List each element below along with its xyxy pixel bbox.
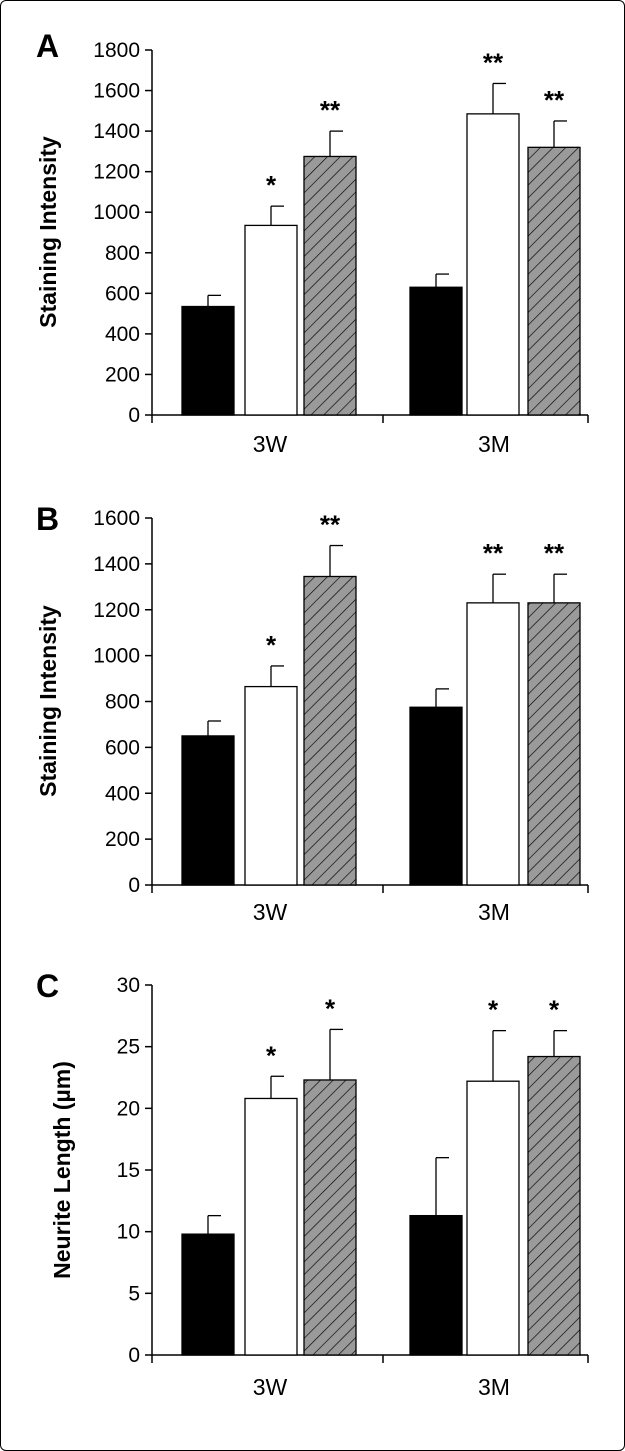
bar — [181, 735, 235, 886]
significance-marker: * — [325, 993, 336, 1023]
bar — [244, 224, 298, 416]
y-tick-label: 1600 — [93, 507, 140, 530]
y-tick-label: 1600 — [93, 80, 140, 103]
x-category-label: 3M — [478, 899, 510, 925]
y-tick-label: 1800 — [93, 39, 140, 62]
x-category-label: 3M — [478, 1374, 510, 1400]
y-axis-label: Staining Intensity — [35, 605, 61, 797]
y-tick-label: 400 — [105, 323, 140, 346]
y-tick-label: 200 — [105, 363, 140, 386]
bar — [244, 1097, 298, 1356]
y-tick-label: 5 — [128, 1282, 140, 1305]
y-tick-label: 1200 — [93, 161, 140, 184]
bar — [303, 575, 357, 886]
significance-marker: ** — [320, 95, 341, 125]
x-category-label: 3W — [253, 431, 288, 457]
x-category-label: 3M — [478, 431, 510, 457]
significance-marker: * — [549, 995, 560, 1025]
y-tick-label: 1200 — [93, 599, 140, 622]
y-tick-label: 25 — [117, 1036, 140, 1059]
panel-letter: C — [36, 968, 59, 1004]
bar — [181, 1233, 235, 1356]
bar — [303, 155, 357, 416]
panel-letter: B — [36, 501, 59, 537]
y-tick-label: 0 — [128, 874, 140, 897]
bar — [466, 602, 520, 886]
y-tick-label: 10 — [117, 1221, 140, 1244]
y-axis-label: Staining Intensity — [35, 136, 61, 328]
bar — [181, 305, 235, 416]
bar — [527, 146, 581, 416]
bar — [409, 706, 463, 886]
significance-marker: ** — [544, 538, 565, 568]
significance-marker: ** — [483, 47, 504, 77]
y-tick-label: 0 — [128, 1344, 140, 1367]
y-tick-label: 30 — [117, 974, 140, 997]
y-tick-label: 400 — [105, 782, 140, 805]
x-category-label: 3W — [253, 899, 288, 925]
y-tick-label: 0 — [128, 404, 140, 427]
bar — [409, 286, 463, 416]
y-tick-label: 1400 — [93, 120, 140, 143]
significance-marker: * — [488, 995, 499, 1025]
significance-marker: * — [266, 170, 277, 200]
significance-marker: * — [266, 1040, 277, 1070]
y-tick-label: 800 — [105, 691, 140, 714]
y-tick-label: 1000 — [93, 201, 140, 224]
significance-marker: ** — [483, 538, 504, 568]
bar — [303, 1079, 357, 1356]
bar — [244, 685, 298, 886]
bar — [466, 113, 520, 416]
y-tick-label: 600 — [105, 736, 140, 759]
panel-letter: A — [36, 28, 59, 64]
significance-marker: ** — [544, 85, 565, 115]
y-tick-label: 1400 — [93, 553, 140, 576]
significance-marker: ** — [320, 510, 341, 540]
bar — [527, 1055, 581, 1356]
bar — [409, 1214, 463, 1356]
y-tick-label: 15 — [117, 1159, 140, 1182]
y-tick-label: 800 — [105, 242, 140, 265]
y-tick-label: 1000 — [93, 645, 140, 668]
y-tick-label: 200 — [105, 828, 140, 851]
x-category-label: 3W — [253, 1374, 288, 1400]
y-tick-label: 20 — [117, 1097, 140, 1120]
y-axis-label: Neurite Length (µm) — [49, 1061, 75, 1279]
bar — [466, 1080, 520, 1356]
bar — [527, 602, 581, 886]
y-tick-label: 600 — [105, 282, 140, 305]
significance-marker: * — [266, 630, 277, 660]
